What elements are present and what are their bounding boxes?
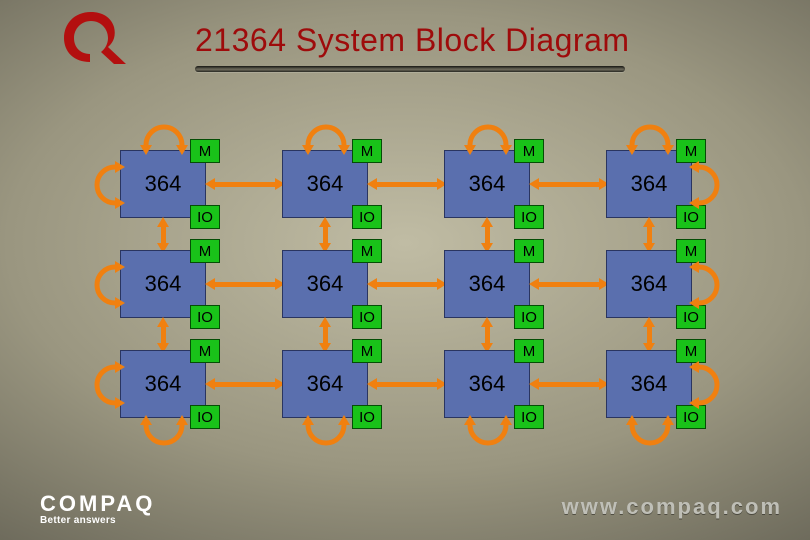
processor-node: 364MIO — [120, 350, 206, 418]
processor-node: 364MIO — [606, 250, 692, 318]
memory-port: M — [352, 239, 382, 263]
wrap-loop-top — [624, 113, 676, 151]
footer-url: www.compaq.com — [562, 494, 782, 520]
processor-node: 364MIO — [120, 150, 206, 218]
title-underline — [195, 66, 625, 72]
wrap-loop-top — [300, 113, 352, 151]
io-port: IO — [190, 305, 220, 329]
title-text: 21364 System Block Diagram — [195, 22, 630, 58]
wrap-loop-left — [83, 359, 121, 411]
wrap-loop-top — [462, 113, 514, 151]
wrap-loop-right — [693, 359, 731, 411]
page-title: 21364 System Block Diagram — [195, 22, 630, 59]
io-port: IO — [352, 205, 382, 229]
wrap-loop-right — [693, 259, 731, 311]
wrap-loop-top — [138, 113, 190, 151]
processor-node: 364MIO — [282, 150, 368, 218]
memory-port: M — [352, 339, 382, 363]
processor-node: 364MIO — [444, 250, 530, 318]
memory-port: M — [514, 239, 544, 263]
wrap-loop-right — [693, 159, 731, 211]
wrap-loop-bottom — [300, 419, 352, 457]
io-port: IO — [352, 305, 382, 329]
footer-brand: COMPAQ Better answers — [40, 491, 155, 526]
wrap-loop-left — [83, 159, 121, 211]
io-port: IO — [352, 405, 382, 429]
processor-node: 364MIO — [282, 350, 368, 418]
wrap-loop-bottom — [462, 419, 514, 457]
processor-node: 364MIO — [120, 250, 206, 318]
io-port: IO — [514, 205, 544, 229]
compaq-q-logo — [56, 8, 126, 73]
processor-node: 364MIO — [444, 350, 530, 418]
wrap-loop-bottom — [624, 419, 676, 457]
processor-node: 364MIO — [606, 350, 692, 418]
memory-port: M — [514, 139, 544, 163]
block-diagram-grid: 364MIO 364MIO 364MIO 364MIO 364MIO 364MIO 364M… — [120, 150, 692, 418]
memory-port: M — [190, 139, 220, 163]
processor-node: 364MIO — [444, 150, 530, 218]
io-port: IO — [514, 405, 544, 429]
memory-port: M — [514, 339, 544, 363]
io-port: IO — [514, 305, 544, 329]
memory-port: M — [352, 139, 382, 163]
processor-node: 364MIO — [282, 250, 368, 318]
processor-node: 364MIO — [606, 150, 692, 218]
io-port: IO — [190, 405, 220, 429]
wrap-loop-bottom — [138, 419, 190, 457]
wrap-loop-left — [83, 259, 121, 311]
memory-port: M — [190, 239, 220, 263]
memory-port: M — [190, 339, 220, 363]
footer-brand-text: COMPAQ — [40, 491, 155, 517]
io-port: IO — [190, 205, 220, 229]
